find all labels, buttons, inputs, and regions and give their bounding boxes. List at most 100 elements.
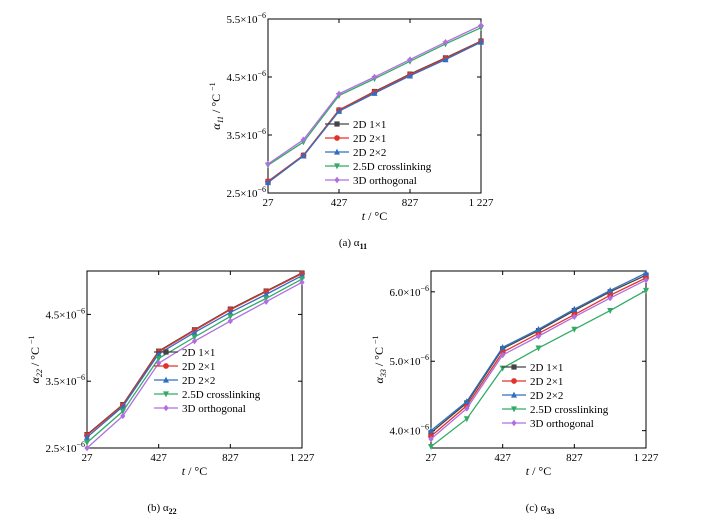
x-tick-label: 827 (402, 197, 419, 209)
data-point (571, 326, 578, 333)
legend-label: 3D orthogonal (182, 403, 246, 415)
y-axis-label: α33 / °C −1 (371, 336, 388, 384)
legend: 2D 1×1 2D 2×1 2D 2×2 2.5D crosslinking 3D or… (502, 362, 609, 430)
legend-label: 2D 1×1 (182, 347, 215, 359)
data-point (535, 345, 542, 352)
data-point (407, 56, 413, 63)
x-axis-label: t / °C (362, 209, 387, 223)
data-point (478, 38, 484, 45)
data-point (607, 294, 613, 302)
data-point (265, 160, 271, 168)
data-point (191, 329, 198, 336)
data-point (84, 444, 90, 452)
data-point (428, 435, 434, 443)
series-3 (265, 38, 484, 186)
chart-panel-1: 27 427 827 1 227 2.5×10−6 3.5×10−6 4.5×10−6 5.5… (208, 11, 494, 251)
plot-frame (86, 270, 303, 449)
data-point (299, 279, 305, 286)
series-4 (428, 287, 649, 451)
y-tick-label: 2.5×10−6 (227, 185, 266, 200)
chart-caption: (a) α11 (339, 237, 367, 251)
data-point (643, 287, 649, 294)
y-tick-label: 5.5×10−6 (227, 11, 266, 26)
data-point (463, 416, 470, 423)
legend-label: 2D 2×2 (353, 147, 386, 159)
x-tick-label: 827 (222, 452, 239, 464)
legend: 2D 1×1 2D 2×1 2D 2×2 2.5D crosslinking 3D or… (325, 119, 432, 187)
legend-label: 3D orthogonal (530, 418, 594, 430)
y-axis-label: α22 / °C −1 (27, 336, 44, 384)
legend-marker (163, 404, 169, 412)
legend-label: 2D 2×1 (182, 361, 215, 373)
legend-marker (163, 391, 169, 398)
data-point (155, 350, 162, 357)
legend-label: 2.5D crosslinking (182, 389, 261, 401)
data-point (442, 39, 449, 46)
legend-marker (163, 349, 169, 355)
y-tick-label: 4.5×10−6 (46, 306, 85, 321)
data-point (499, 343, 506, 350)
data-point (643, 276, 649, 284)
y-tick-label: 5.0×10−6 (390, 353, 429, 368)
legend-label: 2.5D crosslinking (353, 161, 432, 173)
y-tick-label: 2.5×10−6 (46, 440, 85, 455)
data-point (191, 334, 198, 341)
data-point (300, 136, 307, 143)
legend-marker (334, 121, 340, 127)
x-tick-label: 27 (263, 197, 275, 209)
y-axis-label: α11 / °C −1 (208, 82, 225, 129)
x-axis-label: t / °C (182, 464, 207, 478)
data-point (607, 287, 614, 294)
data-point (500, 351, 506, 359)
data-point (571, 313, 577, 321)
legend-marker (511, 378, 517, 384)
data-point (156, 359, 162, 367)
data-point (300, 152, 307, 159)
data-point (464, 405, 470, 412)
data-point (535, 333, 542, 340)
legend-label: 2D 2×1 (530, 376, 563, 388)
legend-marker (334, 176, 340, 184)
chart-panel-2: 27 427 827 1 227 2.5×10−6 3.5×10−6 4.5×10−6 t /… (27, 270, 315, 516)
data-point (336, 90, 342, 98)
legend-marker (163, 363, 169, 369)
legend-label: 2D 2×2 (530, 390, 563, 402)
legend-label: 2.5D crosslinking (530, 404, 609, 416)
data-point (371, 73, 378, 81)
plot-frame (430, 270, 647, 449)
chart-caption: (c) α33 (526, 502, 555, 516)
data-point (119, 403, 126, 410)
y-tick-label: 4.5×10−6 (227, 69, 266, 84)
data-point (607, 307, 614, 314)
data-point (263, 298, 269, 305)
chart-panel-3: 27 427 827 1 227 4.0×10−6 5.0×10−6 6.0×10−6 t /… (371, 269, 659, 516)
legend-label: 2D 1×1 (353, 119, 386, 131)
x-tick-label: 827 (566, 452, 583, 464)
data-point (463, 398, 470, 405)
x-tick-label: 1 227 (634, 452, 659, 464)
y-tick-label: 6.0×10−6 (390, 284, 429, 299)
legend-label: 2D 1×1 (530, 362, 563, 374)
legend-marker (511, 364, 517, 370)
data-point (263, 290, 270, 297)
data-point (428, 427, 434, 434)
series-5 (84, 279, 305, 452)
data-point (442, 56, 449, 63)
series-3 (428, 269, 649, 434)
x-tick-label: 1 227 (469, 197, 494, 209)
legend-marker (511, 391, 517, 398)
x-tick-label: 427 (494, 452, 511, 464)
x-tick-label: 427 (150, 452, 167, 464)
plot-frame (267, 18, 482, 194)
series-4 (84, 276, 305, 447)
chart-caption: (b) α22 (147, 502, 176, 516)
data-point (643, 269, 649, 276)
series-5 (428, 276, 649, 443)
data-point (84, 433, 90, 440)
x-tick-label: 1 227 (290, 452, 315, 464)
data-point (265, 179, 271, 186)
legend-marker (334, 148, 340, 155)
data-point (478, 22, 484, 29)
y-tick-label: 3.5×10−6 (227, 127, 266, 142)
data-point (227, 309, 234, 316)
